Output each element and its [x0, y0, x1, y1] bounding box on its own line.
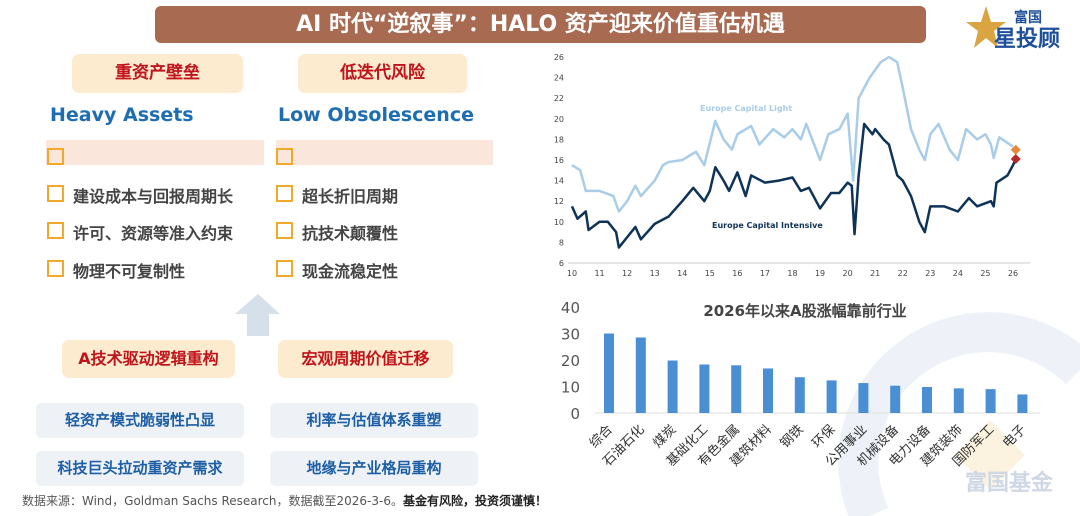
y-tick-label: 40 — [561, 299, 580, 317]
x-tick-label: 16 — [732, 269, 742, 278]
risk-warning: 基金有风险，投资须谨慎！ — [402, 494, 547, 508]
x-tick-label: 21 — [870, 269, 880, 278]
list-item: 物理不可复制性 — [73, 262, 186, 281]
x-tick-label: 26 — [1008, 269, 1018, 278]
bar-1 — [635, 337, 646, 413]
x-tick-label: 11 — [594, 269, 604, 278]
y-tick-label: 20 — [554, 115, 564, 124]
bar-0 — [604, 333, 614, 413]
x-tick-label: 15 — [705, 269, 715, 278]
bar-7 — [826, 380, 837, 413]
y-tick-label: 22 — [554, 94, 564, 103]
logo-text-1: 富国 — [1014, 9, 1042, 26]
y-tick-label: 8 — [559, 238, 564, 247]
source-note: 数据来源：Wind，Goldman Sachs Research，数据截至202… — [22, 494, 403, 508]
checkbox-icon — [47, 185, 64, 202]
watermark-text: 富国基金 — [965, 470, 1054, 496]
y-tick-label: 26 — [554, 53, 564, 62]
footer: 数据来源：Wind，Goldman Sachs Research，数据截至202… — [22, 492, 547, 509]
line-chart: 6 8 10 12 14 16 18 20 22 24 26 10 11 12 13 14 15 16 17 18 19… — [554, 53, 1030, 278]
bar-9 — [890, 385, 901, 413]
x-tick-label: 22 — [898, 269, 908, 278]
x-tick-label: 10 — [567, 269, 577, 278]
driver-item: 轻资产模式脆弱性凸显 — [36, 403, 244, 438]
checkbox-icon — [276, 148, 293, 165]
highlight-band — [46, 140, 264, 165]
x-tick-label: 24 — [953, 269, 963, 278]
tag-heavy-assets: 重资产壁垒 — [72, 54, 243, 93]
y-tick-label: 0 — [570, 405, 580, 423]
y-tick-label: 16 — [554, 156, 564, 165]
list-item: 许可、资源等准入约束 — [73, 224, 234, 243]
driver-item: 科技巨头拉动重资产需求 — [36, 451, 244, 486]
bar-13 — [1017, 394, 1028, 413]
y-tick-label: 20 — [561, 352, 580, 370]
bar-4 — [731, 365, 742, 413]
x-tick-label: 14 — [677, 269, 687, 278]
x-tick-label: 12 — [622, 269, 632, 278]
tag-macro-cycle: 宏观周期价值迁移 — [278, 340, 453, 378]
y-tick-label: 6 — [559, 259, 564, 268]
list-item: 建设成本与回报周期长 — [73, 187, 234, 206]
y-tick-label: 24 — [554, 74, 564, 83]
logo-text-2: 星投顾 — [994, 27, 1060, 52]
series-line-1 — [570, 122, 1017, 249]
bar-8 — [858, 383, 869, 413]
bar-12 — [985, 389, 996, 413]
bar-3 — [699, 364, 710, 413]
y-tick-label: 12 — [554, 197, 564, 206]
heading-low-obsolescence: Low Obsolescence — [278, 104, 474, 126]
bar-2 — [667, 360, 678, 413]
page-title: AI 时代“逆叙事”：HALO 资产迎来价值重估机遇 — [155, 6, 926, 43]
checkbox-icon — [47, 148, 64, 165]
star-logo-icon: 富国 星投顾 — [966, 6, 1060, 52]
driver-item: 利率与估值体系重塑 — [270, 403, 478, 438]
checkbox-icon — [47, 222, 64, 239]
y-tick-label: 30 — [561, 326, 580, 344]
y-tick-label: 18 — [554, 135, 564, 144]
bar-6 — [794, 377, 805, 413]
chart-title: 2026年以来A股涨幅靠前行业 — [703, 302, 906, 320]
up-arrow-icon — [235, 294, 280, 336]
x-tick-label: 18 — [787, 269, 797, 278]
y-tick-label: 10 — [554, 218, 564, 227]
x-tick-label: 25 — [980, 269, 990, 278]
list-item: 现金流稳定性 — [302, 262, 399, 281]
heading-heavy-assets: Heavy Assets — [50, 104, 194, 126]
driver-item: 地缘与产业格局重构 — [270, 451, 478, 486]
highlight-band — [276, 140, 493, 165]
bar-11 — [953, 388, 964, 413]
y-tick-label: 10 — [561, 379, 580, 397]
x-tick-label: 19 — [815, 269, 825, 278]
x-tick-label: 电子 — [1000, 422, 1029, 451]
watermark-logo: 富国基金 — [838, 312, 1080, 516]
brand-logo: 富国 星投顾 — [966, 4, 1076, 52]
tag-tech-driven: A技术驱动逻辑重构 — [62, 340, 235, 378]
series-label-light: Europe Capital Light — [700, 104, 792, 113]
tag-low-obsolescence: 低迭代风险 — [298, 54, 467, 93]
series-label-intensive: Europe Capital Intensive — [712, 221, 823, 230]
list-item: 抗技术颠覆性 — [302, 224, 399, 243]
watermark-arc — [838, 312, 1080, 516]
x-tick-label: 13 — [650, 269, 660, 278]
x-tick-label: 17 — [760, 269, 770, 278]
end-marker-0 — [1010, 144, 1021, 155]
list-item: 超长折旧周期 — [302, 187, 399, 206]
watermark-diamond — [955, 420, 1025, 490]
checkbox-icon — [276, 222, 293, 239]
checkbox-icon — [276, 260, 293, 277]
y-tick-label: 14 — [554, 177, 564, 186]
x-tick-label: 钢铁 — [778, 422, 807, 451]
series-line-0 — [571, 55, 1014, 213]
checkbox-icon — [47, 260, 64, 277]
bar-10 — [922, 387, 932, 413]
bar-5 — [763, 368, 773, 413]
x-tick-label: 23 — [925, 269, 935, 278]
end-marker-1 — [1010, 153, 1021, 164]
x-tick-label: 20 — [843, 269, 853, 278]
checkbox-icon — [276, 185, 293, 202]
